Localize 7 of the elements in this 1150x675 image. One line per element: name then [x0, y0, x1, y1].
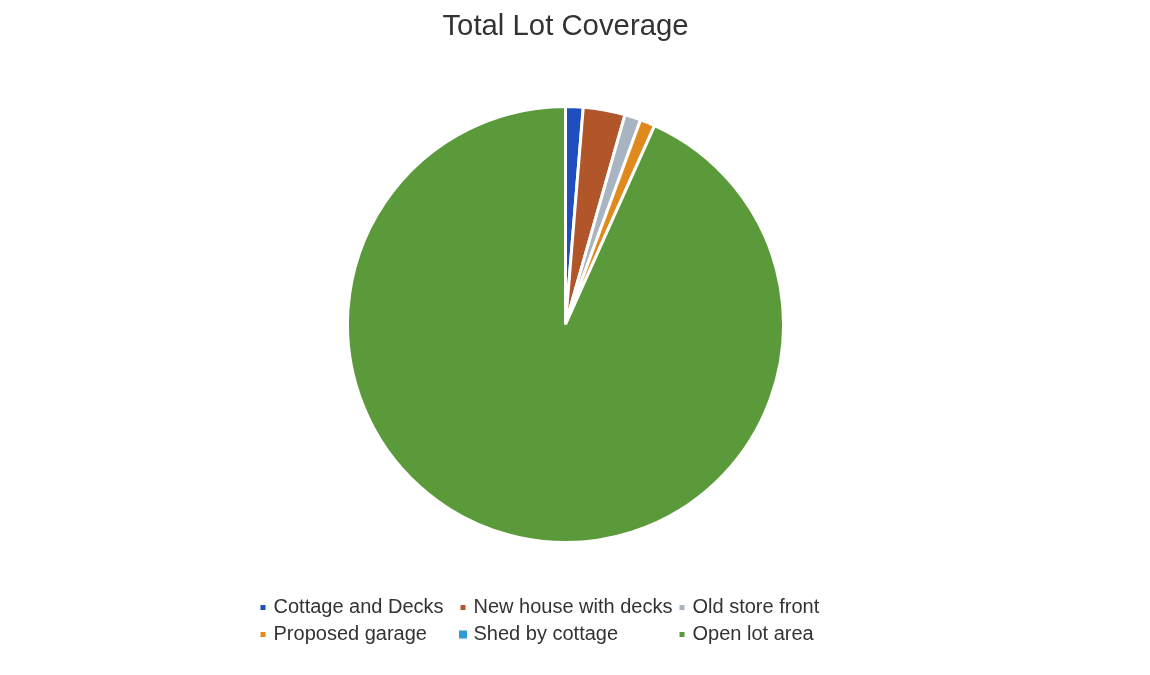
- legend-label: Open lot area: [692, 622, 815, 645]
- legend-label: Cottage and Decks: [273, 595, 445, 618]
- legend-label: Old store front: [692, 595, 821, 618]
- legend-label: Proposed garage: [273, 622, 428, 645]
- legend-label: Shed by cottage: [473, 622, 620, 645]
- chart-title: Total Lot Coverage: [442, 7, 689, 41]
- legend-label: New house with decks: [473, 595, 673, 618]
